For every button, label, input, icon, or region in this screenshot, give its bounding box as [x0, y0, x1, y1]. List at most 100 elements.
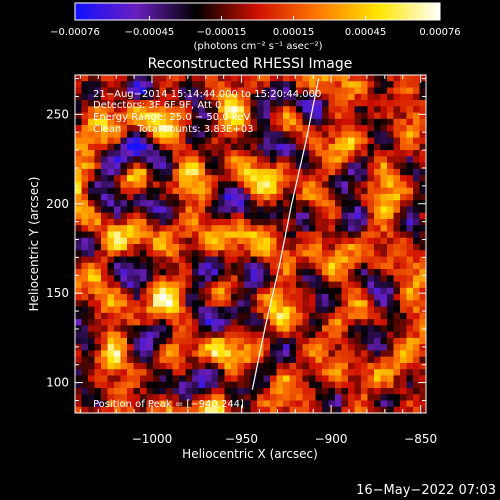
y-tick-label: 250 [46, 107, 69, 121]
heatmap-cell [302, 218, 310, 226]
heatmap-cell [198, 168, 206, 176]
colorbar-unit-label: (photons cm⁻² s⁻¹ asec⁻²) [193, 41, 322, 52]
heatmap-cell [218, 100, 225, 107]
heatmap-cell [244, 312, 251, 320]
heatmap-cell [159, 93, 167, 101]
heatmap-cell [205, 150, 212, 157]
heatmap-cell [114, 256, 121, 264]
heatmap-cell [172, 287, 180, 295]
heatmap-cell [94, 269, 102, 276]
heatmap-cell [419, 218, 426, 226]
heatmap-cell [81, 394, 89, 401]
heatmap-cell [354, 287, 362, 295]
heatmap-cell [250, 81, 258, 88]
heatmap-cell [387, 350, 394, 358]
heatmap-cell [348, 112, 355, 120]
heatmap-cell [159, 406, 167, 413]
heatmap-cell [309, 231, 316, 239]
heatmap-cell [341, 306, 349, 314]
heatmap-cell [153, 87, 160, 95]
heatmap-cell [387, 81, 394, 88]
heatmap-cell [289, 275, 297, 282]
heatmap-cell [140, 212, 147, 220]
heatmap-cell [192, 131, 199, 138]
heatmap-cell [211, 300, 219, 307]
heatmap-cell [283, 362, 290, 370]
heatmap-cell [322, 362, 329, 370]
heatmap-cell [133, 168, 141, 176]
heatmap-cell [114, 187, 121, 195]
heatmap-cell [276, 156, 284, 164]
heatmap-cell [361, 400, 368, 408]
heatmap-cell [107, 375, 115, 383]
heatmap-cell [81, 300, 89, 307]
heatmap-cell [140, 112, 147, 120]
heatmap-cell [413, 156, 420, 164]
heatmap-cell [192, 387, 199, 395]
heatmap-cell [237, 312, 245, 320]
heatmap-cell [88, 381, 95, 389]
heatmap-cell [348, 143, 355, 151]
heatmap-cell [302, 100, 310, 107]
heatmap-cell [270, 193, 277, 201]
heatmap-cell [387, 331, 394, 339]
heatmap-cell [276, 269, 284, 276]
heatmap-cell [153, 75, 160, 82]
heatmap-cell [101, 294, 108, 301]
heatmap-cell [172, 237, 180, 245]
heatmap-cell [380, 287, 388, 295]
heatmap-cell [257, 294, 264, 301]
heatmap-cell [257, 262, 264, 270]
heatmap-cell [205, 375, 212, 383]
heatmap-cell [224, 100, 232, 107]
heatmap-cell [205, 406, 212, 413]
heatmap-cell [367, 237, 375, 245]
heatmap-cell [257, 125, 264, 132]
heatmap-cell [367, 175, 375, 182]
heatmap-cell [283, 250, 290, 257]
heatmap-cell [276, 81, 284, 88]
heatmap-cell [146, 394, 154, 401]
heatmap-cell [393, 175, 401, 182]
heatmap-cell [361, 212, 368, 220]
heatmap-cell [107, 100, 115, 107]
heatmap-cell [231, 300, 238, 307]
heatmap-cell [322, 350, 329, 358]
heatmap-cell [159, 244, 167, 251]
heatmap-cell [244, 181, 251, 189]
heatmap-cell [244, 281, 251, 289]
annotation-time: 21−Aug−2014 15:14:44.000 to 15:20:44.000 [93, 89, 321, 100]
heatmap-cell [185, 225, 193, 232]
heatmap-cell [101, 93, 108, 101]
heatmap-cell [205, 281, 212, 289]
heatmap-cell [107, 344, 115, 351]
heatmap-cell [257, 269, 264, 276]
heatmap-cell [185, 187, 193, 195]
heatmap-cell [101, 269, 108, 276]
heatmap-cell [133, 344, 141, 351]
heatmap-cell [75, 118, 82, 126]
heatmap-cell [75, 143, 82, 151]
heatmap-cell [107, 325, 115, 333]
heatmap-cell [296, 106, 303, 113]
heatmap-cell [276, 387, 284, 395]
heatmap-cell [328, 325, 336, 333]
heatmap-cell [198, 375, 206, 383]
heatmap-cell [159, 106, 167, 113]
heatmap-cell [380, 312, 388, 320]
heatmap-cell [166, 331, 173, 339]
heatmap-cell [335, 212, 342, 220]
heatmap-cell [257, 156, 264, 164]
heatmap-cell [218, 137, 225, 145]
heatmap-cell [120, 237, 128, 245]
heatmap-cell [367, 218, 375, 226]
heatmap-cell [393, 87, 401, 95]
heatmap-cell [75, 181, 82, 189]
heatmap-cell [257, 400, 264, 408]
heatmap-cell [348, 100, 355, 107]
heatmap-cell [322, 375, 329, 383]
heatmap-cell [413, 143, 420, 151]
heatmap-cell [120, 218, 128, 226]
heatmap-cell [387, 325, 394, 333]
heatmap-cell [283, 112, 290, 120]
